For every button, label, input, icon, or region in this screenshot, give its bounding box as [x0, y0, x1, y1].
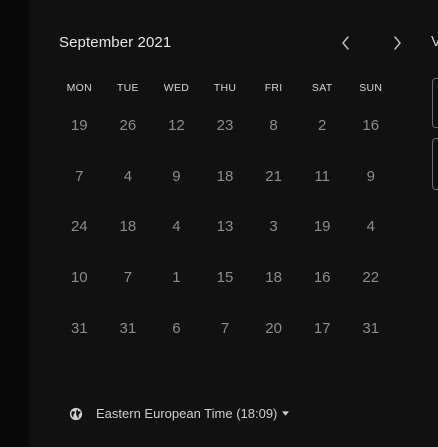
day-cell[interactable]: 6: [172, 320, 181, 338]
weekday-label: FRI: [264, 82, 283, 94]
week-row: 19 26 12 23 8 2 16: [55, 100, 395, 151]
day-cell[interactable]: 18: [119, 218, 137, 236]
day-cell[interactable]: 21: [265, 167, 282, 185]
weekday-label: SUN: [359, 82, 383, 94]
day-cell[interactable]: 3: [269, 218, 278, 236]
day-cell[interactable]: 22: [362, 269, 380, 287]
caret-down-icon: [282, 411, 290, 416]
day-cell[interactable]: 2: [318, 116, 327, 134]
timezone-label: Eastern European Time (18:09): [96, 406, 278, 421]
day-cell[interactable]: 17: [313, 320, 331, 338]
day-cell[interactable]: 13: [216, 218, 234, 236]
day-cell[interactable]: 7: [75, 167, 84, 185]
day-cell[interactable]: 10: [70, 269, 88, 287]
day-cell[interactable]: 15: [216, 269, 234, 287]
weekday-label: MON: [66, 82, 92, 94]
day-cell[interactable]: 9: [366, 167, 375, 185]
side-panel-option[interactable]: [432, 78, 438, 128]
side-panel-option[interactable]: [432, 138, 438, 190]
month-title: September 2021: [59, 34, 172, 51]
week-row: 10 7 1 15 18 16 22: [55, 252, 395, 303]
weekday-label: TUE: [116, 82, 139, 94]
day-cell[interactable]: 24: [70, 218, 88, 236]
left-panel-edge: [0, 0, 29, 447]
day-cell[interactable]: 11: [314, 167, 330, 185]
day-cell[interactable]: 4: [366, 218, 375, 236]
side-panel-text-fragment: V: [431, 33, 438, 50]
day-cell[interactable]: 9: [172, 167, 181, 185]
day-cell[interactable]: 7: [220, 320, 230, 338]
day-cell[interactable]: 8: [269, 116, 278, 134]
day-grid: 19 26 12 23 8 2 16 7 4 9 18 21 11 9 24 1…: [55, 100, 395, 354]
timezone-selector[interactable]: Eastern European Time (18:09): [69, 406, 290, 421]
day-cell[interactable]: 20: [265, 320, 282, 338]
weekday-label: WED: [163, 82, 190, 94]
week-row: 31 31 6 7 20 17 31: [55, 303, 395, 354]
day-cell[interactable]: 16: [362, 116, 380, 134]
day-cell[interactable]: 26: [119, 116, 137, 134]
week-row: 7 4 9 18 21 11 9: [55, 151, 395, 202]
day-cell[interactable]: 19: [313, 218, 331, 236]
day-cell[interactable]: 4: [123, 167, 133, 185]
day-cell[interactable]: 7: [123, 269, 133, 287]
week-row: 24 18 4 13 3 19 4: [55, 202, 395, 253]
previous-month-button[interactable]: [335, 32, 357, 54]
calendar-panel: September 2021 MON TUE WED THU FRI SAT S…: [29, 0, 438, 447]
chevron-left-icon: [342, 36, 349, 50]
day-cell[interactable]: 18: [216, 167, 234, 185]
day-cell[interactable]: 4: [172, 218, 181, 236]
weekday-header: MON TUE WED THU FRI SAT SUN: [55, 82, 395, 94]
day-cell[interactable]: 16: [313, 269, 331, 287]
globe-icon: [69, 407, 83, 420]
day-cell[interactable]: 31: [362, 320, 380, 338]
weekday-label: SAT: [311, 82, 333, 94]
day-cell[interactable]: 31: [119, 320, 137, 338]
day-cell[interactable]: 31: [70, 320, 88, 338]
day-cell[interactable]: 1: [172, 269, 181, 287]
day-cell[interactable]: 19: [70, 116, 88, 134]
day-cell[interactable]: 18: [265, 269, 282, 287]
day-cell[interactable]: 12: [168, 116, 185, 134]
day-cell[interactable]: 23: [216, 116, 234, 134]
next-month-button[interactable]: [386, 32, 408, 54]
chevron-right-icon: [394, 36, 401, 50]
weekday-label: THU: [213, 82, 237, 94]
